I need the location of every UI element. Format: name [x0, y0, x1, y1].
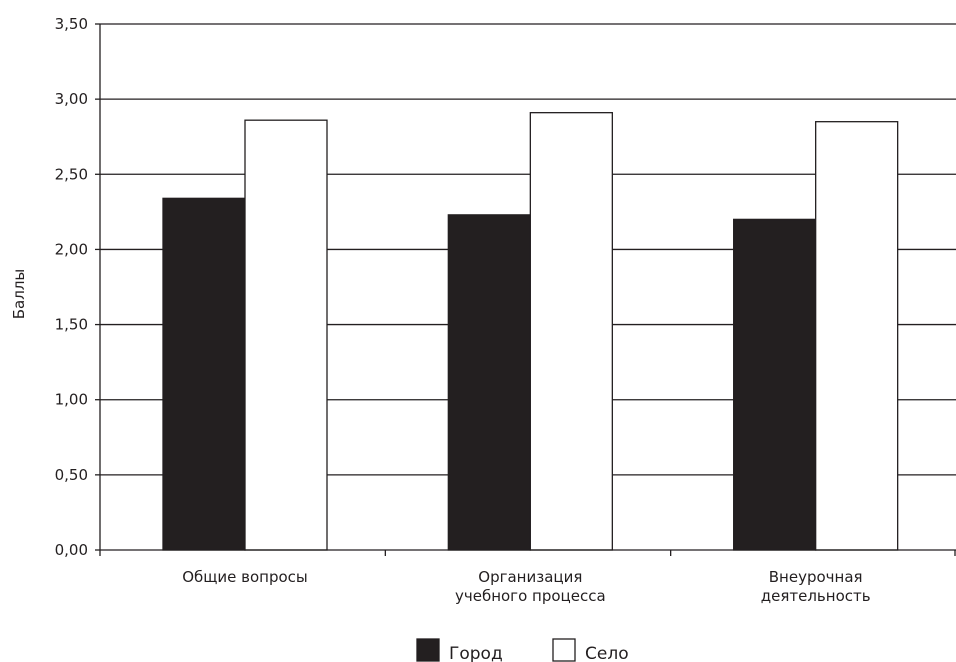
legend: Город Село	[416, 638, 629, 662]
bar-gorod	[162, 197, 246, 551]
y-tick-label: 2,00	[55, 240, 88, 258]
y-tick-label: 0,50	[55, 466, 88, 484]
y-tick-label: 1,00	[55, 391, 88, 409]
bar-selo	[815, 121, 899, 551]
y-tick-label: 2,50	[55, 165, 88, 183]
legend-label: Город	[449, 644, 503, 662]
bar-gorod	[733, 218, 817, 551]
bar-selo	[529, 112, 613, 551]
y-tick-labels: 0,00 0,50 1,00 1,50 2,00 2,50 3,00 3,50	[55, 15, 88, 559]
y-tick-label: 3,00	[55, 90, 88, 108]
category-label: Внеурочная деятельность	[761, 568, 871, 605]
bar-selo	[244, 119, 328, 551]
bar-gorod	[447, 214, 531, 551]
axes	[99, 24, 956, 556]
legend-label: Село	[585, 644, 629, 662]
y-tick-label: 1,50	[55, 316, 88, 334]
bars	[162, 112, 899, 551]
y-tick-label: 3,50	[55, 15, 88, 33]
legend-swatch	[416, 638, 440, 662]
y-tick-label: 0,00	[55, 541, 88, 559]
category-label: Общие вопросы	[182, 568, 308, 586]
y-axis-title: Баллы	[10, 269, 28, 320]
category-labels: Общие вопросы Организация учебного процесс…	[182, 568, 870, 605]
category-label: Организация учебного процесса	[455, 568, 606, 605]
legend-swatch	[552, 638, 576, 662]
